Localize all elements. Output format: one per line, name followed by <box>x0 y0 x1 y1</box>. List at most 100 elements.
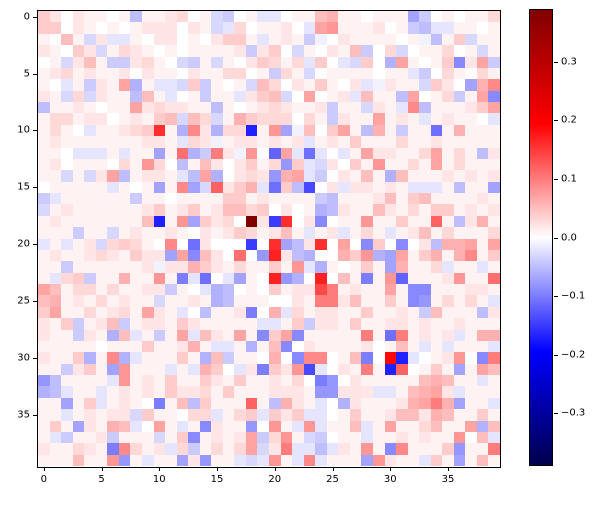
heatmap-cell <box>257 45 269 57</box>
heatmap-cell <box>315 340 327 353</box>
heatmap-cell <box>257 329 269 341</box>
heatmap-cell <box>38 124 50 137</box>
heatmap-cell <box>245 363 258 375</box>
heatmap-cell <box>176 90 189 102</box>
heatmap-cell <box>176 306 189 319</box>
heatmap-cell <box>419 124 431 137</box>
heatmap-cell <box>269 306 281 319</box>
heatmap-cell <box>465 363 477 375</box>
heatmap-cell <box>419 215 431 228</box>
heatmap-cell <box>338 284 350 296</box>
heatmap-cell <box>38 249 50 262</box>
heatmap-cell <box>372 79 385 91</box>
heatmap-cell <box>222 420 235 432</box>
heatmap-cell <box>315 431 327 444</box>
heatmap-cell <box>257 124 269 137</box>
heatmap-cell <box>338 295 350 307</box>
heatmap-cell <box>61 363 73 375</box>
colorbar-tick-mark <box>554 413 558 415</box>
heatmap-cell <box>315 306 327 319</box>
heatmap-cell <box>326 284 339 296</box>
heatmap-cell <box>211 11 223 23</box>
heatmap-cell <box>292 204 304 216</box>
heatmap-cell <box>430 375 443 387</box>
heatmap-cell <box>280 158 293 171</box>
heatmap-cell <box>153 397 166 410</box>
heatmap-cell <box>372 443 385 455</box>
heatmap-cell <box>165 56 177 68</box>
heatmap-cell <box>95 352 108 364</box>
heatmap-cell <box>165 386 177 398</box>
heatmap-cell <box>349 45 362 57</box>
heatmap-cell <box>315 147 327 159</box>
heatmap-cell <box>442 443 454 455</box>
heatmap-cell <box>38 284 50 296</box>
heatmap-cell <box>188 11 200 23</box>
heatmap-cell <box>396 147 408 159</box>
heatmap-cell <box>49 431 62 444</box>
heatmap-cell <box>118 158 131 171</box>
heatmap-cell <box>488 11 500 23</box>
heatmap-cell <box>315 11 327 23</box>
heatmap-cell <box>199 329 212 341</box>
heatmap-cell <box>153 443 166 455</box>
heatmap-cell <box>419 22 431 34</box>
heatmap-cell <box>430 227 443 239</box>
heatmap-cell <box>303 329 316 341</box>
heatmap-cell <box>72 329 85 341</box>
y-tick-mark <box>33 244 37 246</box>
heatmap-cell <box>292 272 304 284</box>
x-tick-mark <box>390 467 392 471</box>
heatmap-cell <box>95 147 108 159</box>
heatmap-cell <box>303 431 316 444</box>
heatmap-cell <box>107 45 119 57</box>
heatmap-cell <box>245 443 258 455</box>
heatmap-cell <box>72 272 85 284</box>
heatmap-cell <box>118 397 131 410</box>
heatmap-cell <box>361 249 373 262</box>
heatmap-cell <box>442 11 454 23</box>
heatmap-cell <box>442 238 454 250</box>
heatmap-cell <box>488 136 500 148</box>
heatmap-cell <box>292 352 304 364</box>
heatmap-cell <box>130 22 142 34</box>
heatmap-cell <box>361 147 373 159</box>
heatmap-cell <box>338 90 350 102</box>
heatmap-cell <box>211 329 223 341</box>
heatmap-cell <box>222 45 235 57</box>
colorbar-tick-mark <box>554 178 558 180</box>
heatmap-cell <box>419 352 431 364</box>
heatmap-cell <box>315 352 327 364</box>
heatmap-cell <box>361 158 373 171</box>
heatmap-cell <box>176 272 189 284</box>
y-tick-label: 30 <box>17 352 30 364</box>
y-tick-mark <box>33 301 37 303</box>
heatmap-cell <box>72 204 85 216</box>
heatmap-cell <box>488 340 500 353</box>
heatmap-cell <box>476 124 489 137</box>
heatmap-cell <box>361 318 373 330</box>
heatmap-cell <box>349 340 362 353</box>
colorbar-tick-mark <box>554 120 558 122</box>
heatmap-cell <box>292 215 304 228</box>
heatmap-cell <box>141 22 154 34</box>
heatmap-cell <box>361 386 373 398</box>
heatmap-cell <box>488 306 500 319</box>
heatmap-cell <box>165 181 177 193</box>
heatmap-cell <box>257 204 269 216</box>
heatmap-cell <box>153 124 166 137</box>
heatmap-cell <box>130 431 142 444</box>
heatmap-cell <box>95 136 108 148</box>
heatmap-cell <box>176 215 189 228</box>
heatmap-cell <box>292 318 304 330</box>
heatmap-cell <box>419 284 431 296</box>
heatmap-cell <box>118 33 131 46</box>
heatmap-cell <box>326 306 339 319</box>
heatmap-cell <box>292 181 304 193</box>
heatmap-cell <box>338 306 350 319</box>
heatmap-cell <box>372 67 385 80</box>
heatmap-cell <box>372 113 385 125</box>
heatmap-cell <box>396 67 408 80</box>
heatmap-cell <box>396 363 408 375</box>
heatmap-cell <box>95 329 108 341</box>
